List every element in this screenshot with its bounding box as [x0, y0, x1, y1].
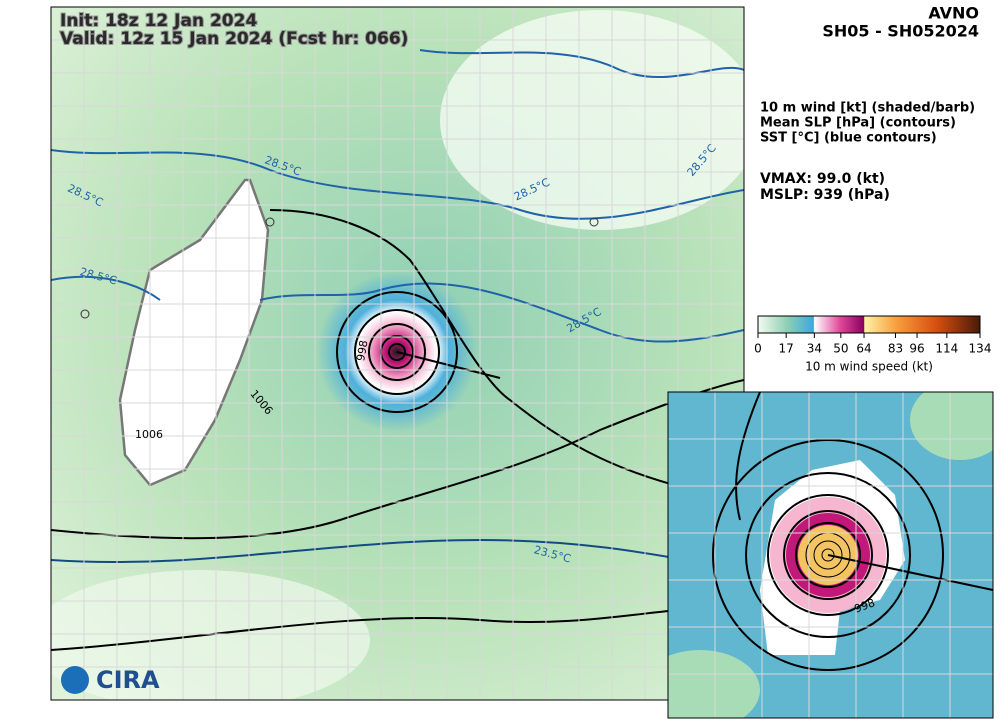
init-time: Init: 18z 12 Jan 2024 — [60, 11, 257, 31]
colorbar-tick-label: 134 — [969, 342, 992, 356]
inset-frame — [667, 391, 994, 719]
main-map — [51, 7, 744, 700]
colorbar-label: 10 m wind speed (kt) — [805, 360, 933, 374]
slp-label: 998 — [354, 339, 370, 362]
slp-label: 1006 — [135, 428, 163, 441]
legend-line: SST [°C] (blue contours) — [760, 131, 937, 146]
colorbar-tick-label: 0 — [754, 342, 762, 356]
colorbar-tick-label: 83 — [888, 342, 903, 356]
logo-text: CIRA — [96, 666, 160, 694]
mslp: MSLP: 939 (hPa) — [760, 187, 890, 203]
colorbar-tick-label: 96 — [909, 342, 924, 356]
map-frame — [50, 6, 745, 701]
legend-line: Mean SLP [hPa] (contours) — [760, 116, 956, 131]
logo: CIRA — [61, 666, 160, 694]
colorbar-scale — [757, 315, 981, 334]
colorbar-tick-label: 34 — [807, 342, 822, 356]
valid-time: Valid: 12z 15 Jan 2024 (Fcst hr: 066) — [60, 29, 408, 49]
colorbar-tick-label: 114 — [935, 342, 958, 356]
legend-line: 10 m wind [kt] (shaded/barb) — [760, 101, 975, 116]
model: AVNO — [928, 4, 979, 23]
inset-map — [668, 392, 993, 718]
colorbar-tick-label: 64 — [856, 342, 871, 356]
colorbar-tick-label: 17 — [779, 342, 794, 356]
vmax: VMAX: 99.0 (kt) — [760, 171, 885, 187]
storm-id: SH05 - SH052024 — [822, 22, 979, 41]
colorbar-tick-label: 50 — [833, 342, 848, 356]
colorbar: 10 m wind speed (kt) 0 17 34 50 64 83 96 114 134 — [754, 315, 992, 374]
